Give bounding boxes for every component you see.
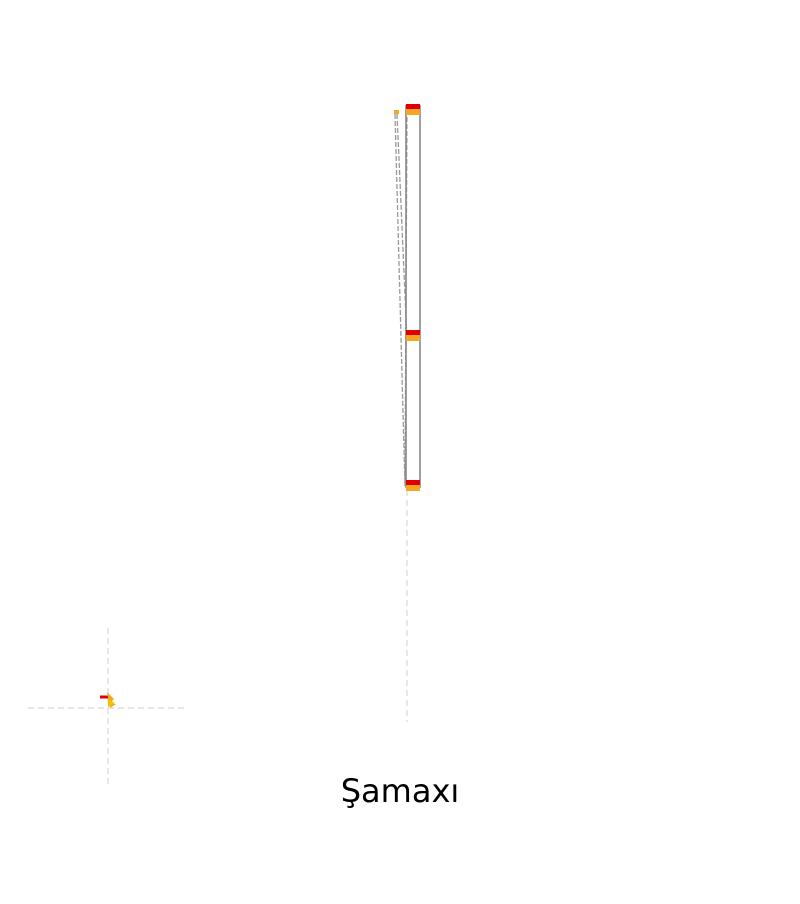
tick-marker-bottom-red xyxy=(406,480,420,485)
tick-marker-top xyxy=(406,104,420,115)
leader-line-outer xyxy=(394,113,406,487)
leader-line-mid xyxy=(396,113,408,341)
diagram-caption: Şamaxı xyxy=(340,772,460,810)
tick-marker-top-red xyxy=(406,104,420,109)
tick-marker-top-orange xyxy=(406,109,420,115)
tick-marker-bottom xyxy=(406,480,420,491)
inset-yellow-flag-icon xyxy=(108,699,115,707)
tick-marker-middle-orange xyxy=(406,335,420,341)
column-outline xyxy=(405,105,421,488)
top-left-orange-marker xyxy=(394,110,399,114)
tick-marker-middle xyxy=(406,330,420,341)
tick-marker-bottom-orange xyxy=(406,485,420,491)
inset-crosshair xyxy=(28,628,188,788)
tick-marker-middle-red xyxy=(406,330,420,335)
leader-lines xyxy=(394,109,408,487)
